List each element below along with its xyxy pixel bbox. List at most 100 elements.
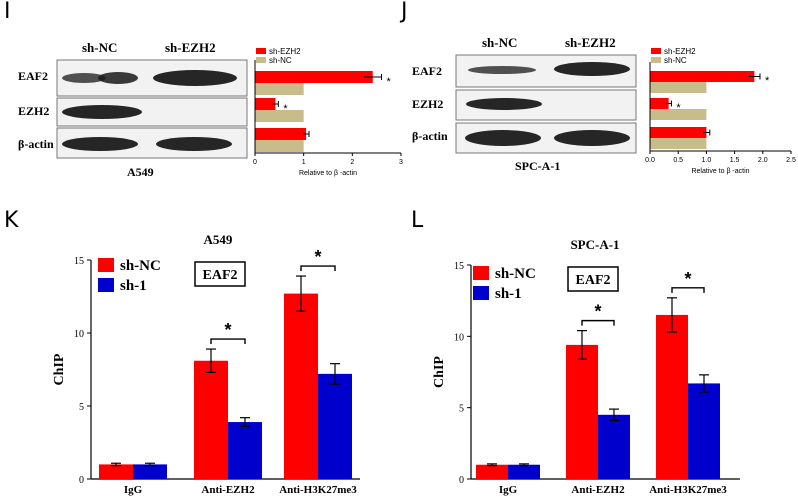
legend-label-sh-nc: sh-NC (495, 266, 536, 282)
significance-bracket (581, 319, 615, 326)
category-label: Anti-H3K27me3 (649, 484, 727, 496)
bar-sh-1-1 (228, 422, 262, 479)
legend-label-sh-nc: sh-NC (664, 56, 687, 65)
blot-band (554, 62, 630, 76)
legend-swatch-sh-1 (98, 278, 114, 292)
cell-line-label-a549: A549 (127, 165, 154, 179)
significance-bracket (671, 287, 705, 293)
x-tick-label: 2.0 (758, 157, 768, 164)
y-tick-label: 15 (74, 256, 84, 267)
chart-l-chip-spc-a-1: 0 5 10 15 ChIP SPC-A-1 IgG Anti-EZH2 * Anti-H3K27… (432, 237, 740, 496)
row-label-ezh2: EZH2 (412, 97, 443, 111)
significance-star: * (676, 102, 681, 114)
legend-swatch-sh-ezh2 (651, 48, 661, 54)
significance-star: * (224, 320, 231, 340)
legend-label-sh-nc: sh-NC (269, 56, 292, 65)
category-label: Anti-EZH2 (571, 484, 625, 496)
y-axis-label: ChIP (432, 356, 447, 388)
bar-sh-nc-0 (650, 82, 707, 93)
blot-band (466, 98, 542, 110)
bar-sh-nc-1 (566, 344, 598, 479)
legend-label-sh-nc: sh-NC (120, 258, 161, 274)
annotation-label: EAF2 (203, 268, 238, 283)
y-tick-label: 10 (454, 332, 464, 343)
y-axis-label: ChIP (52, 353, 67, 385)
legend-swatch-sh-nc (473, 266, 489, 280)
significance-star: * (684, 269, 691, 289)
blot-band (62, 105, 142, 119)
bar-sh-1-1 (598, 414, 630, 479)
bar-sh-ezh2-0 (650, 71, 755, 82)
annotation-box (567, 266, 619, 292)
category-label: Anti-EZH2 (201, 484, 255, 496)
y-tick-label: 5 (459, 404, 464, 415)
x-tick-label: 0.5 (673, 157, 683, 164)
col-label-sh-ezh2: sh-EZH2 (165, 40, 216, 55)
bar-sh-ezh2-2 (650, 127, 707, 138)
bar-sh-nc-1 (650, 109, 707, 120)
chart-title: A549 (204, 232, 233, 247)
bar-sh-1-0 (133, 464, 167, 479)
x-axis-label: Relative to β -actin (691, 168, 749, 175)
significance-star: * (314, 247, 321, 267)
x-tick-label: 0.0 (645, 157, 655, 164)
panel-letter-i: I (4, 0, 11, 24)
bar-sh-ezh2-2 (255, 128, 307, 140)
x-tick-label: 1.5 (730, 157, 740, 164)
bar-sh-ezh2-0 (255, 71, 373, 83)
blot-band (62, 73, 106, 83)
category-label: IgG (124, 484, 143, 496)
y-tick-label: 10 (74, 329, 84, 340)
bar-sh-nc-0 (99, 464, 133, 479)
blot-band (98, 72, 138, 84)
significance-bracket (210, 338, 246, 345)
x-tick-label: 3 (399, 159, 403, 166)
legend-label-sh-1: sh-1 (495, 286, 522, 302)
significance-star: * (283, 103, 288, 115)
bar-sh-ezh2-1 (255, 98, 276, 110)
bar-sh-nc-2 (284, 293, 318, 479)
chart-title: SPC-A-1 (570, 237, 619, 252)
bar-sh-1-0 (508, 464, 540, 479)
panel-letter-l: L (411, 208, 424, 233)
legend-label-sh-ezh2: sh-EZH2 (664, 47, 696, 56)
col-label-sh-nc: sh-NC (82, 40, 117, 55)
annotation-box (194, 261, 246, 287)
blot-band (465, 130, 541, 146)
legend-label-sh-ezh2: sh-EZH2 (269, 47, 301, 56)
row-label-ezh2: EZH2 (18, 104, 49, 118)
row-label-beta-actin: β-actin (412, 129, 448, 143)
blot-band (468, 66, 536, 74)
category-label: IgG (499, 484, 518, 496)
y-tick-label: 0 (79, 475, 84, 486)
y-tick-label: 0 (459, 475, 464, 486)
x-axis-label: Relative to β -actin (299, 170, 357, 177)
bar-sh-nc-0 (255, 83, 304, 95)
category-label: Anti-H3K27me3 (279, 484, 357, 496)
legend-swatch-sh-ezh2 (256, 48, 266, 54)
x-tick-label: 1 (302, 159, 306, 166)
blot-band (156, 137, 232, 151)
legend-swatch-sh-nc (98, 258, 114, 272)
x-tick-label: 1.0 (702, 157, 712, 164)
blot-panel-i (56, 59, 248, 159)
panel-letter-j: J (399, 0, 408, 24)
row-label-beta-actin: β-actin (18, 137, 54, 151)
row-label-eaf2: EAF2 (412, 64, 442, 78)
x-tick-label: 2 (350, 159, 354, 166)
col-label-sh-nc: sh-NC (482, 35, 517, 50)
legend-swatch-sh-nc (651, 57, 661, 63)
panel-letter-k: K (4, 208, 19, 233)
row-label-eaf2: EAF2 (18, 69, 48, 83)
y-tick-label: 15 (454, 261, 464, 272)
bar-sh-nc-1 (194, 360, 228, 479)
bar-sh-1-2 (688, 383, 720, 479)
y-tick-label: 5 (79, 402, 84, 413)
bar-sh-nc-0 (476, 464, 508, 479)
bar-sh-nc-2 (650, 138, 707, 149)
blot-band (153, 70, 237, 86)
chart-k-chip-a549: 0 5 10 15 ChIP A549 IgG Anti-EZH2 * Anti-H3K27me3… (52, 232, 360, 496)
x-tick-label: 2.5 (786, 157, 796, 164)
